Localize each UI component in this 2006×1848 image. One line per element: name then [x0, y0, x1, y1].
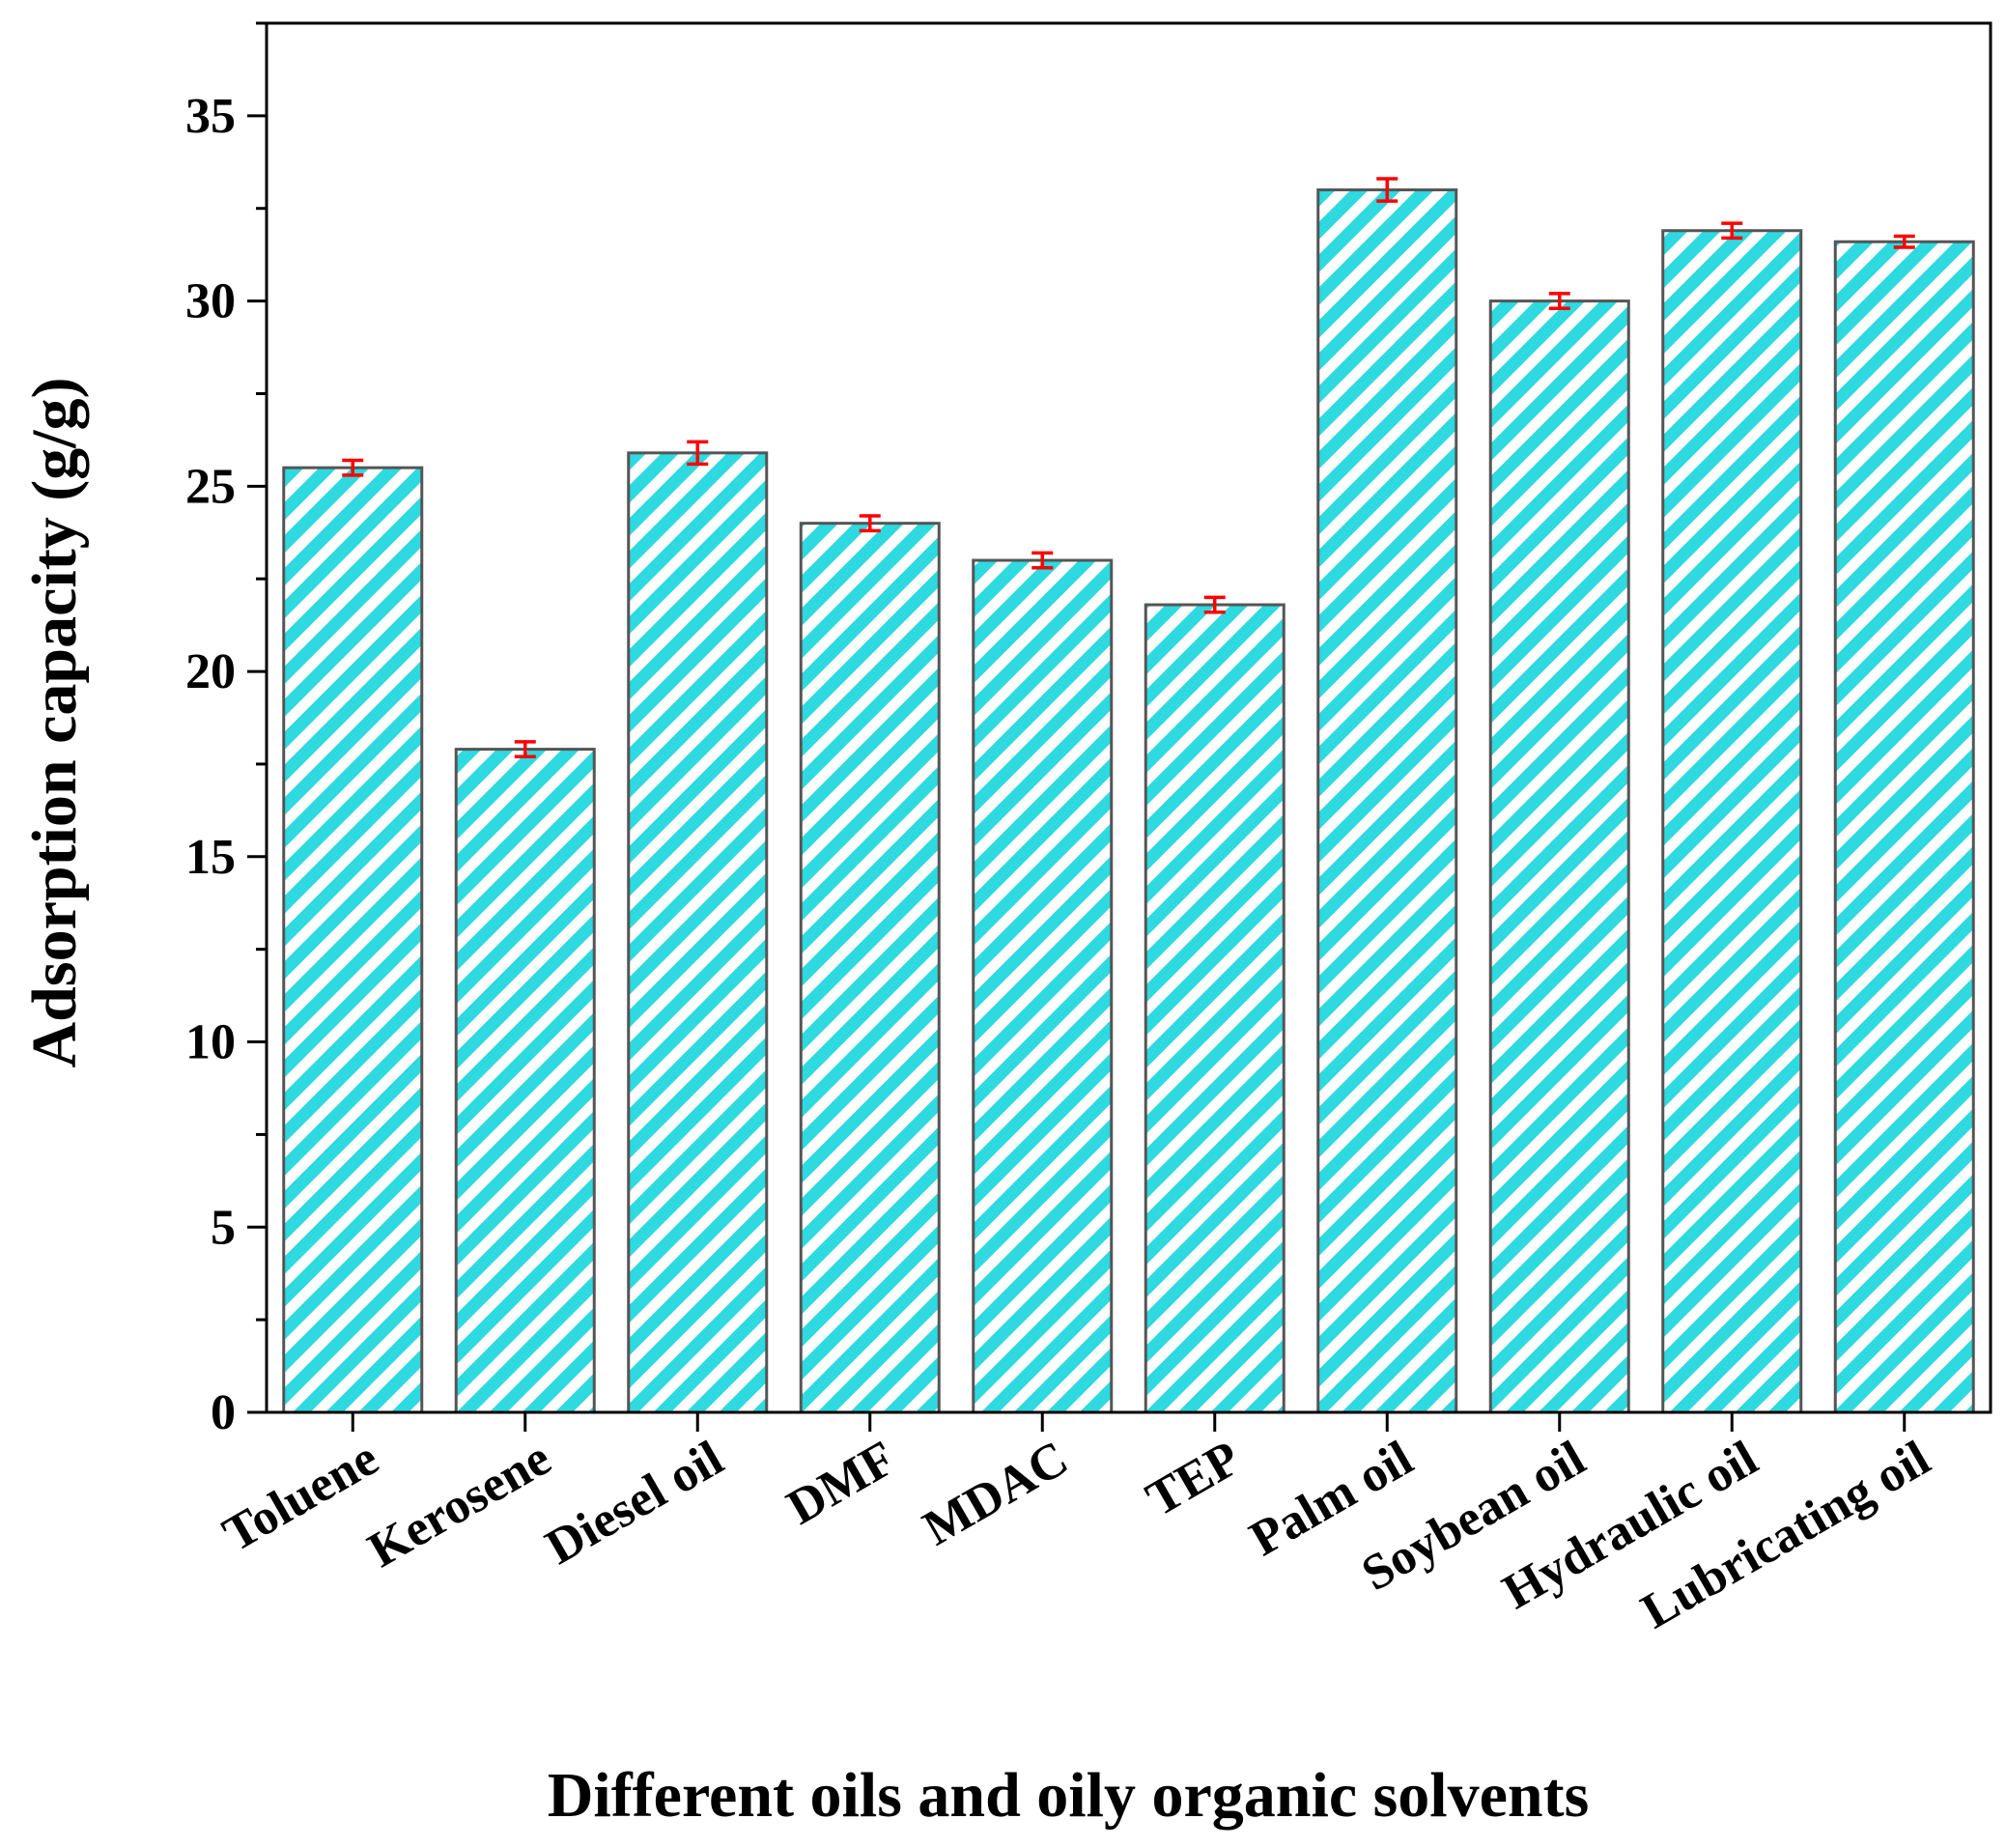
x-tick-label: Diesel oil: [537, 1431, 732, 1576]
error-bar: [859, 514, 881, 533]
plot-frame: [265, 21, 1992, 1414]
bar-kerosene: [454, 748, 596, 1414]
x-tick-label: MDAC: [915, 1431, 1078, 1556]
bar-toluene: [282, 466, 424, 1414]
error-bar: [514, 740, 536, 759]
y-tick-label: 5: [211, 1200, 236, 1255]
y-tick-label: 0: [211, 1385, 236, 1440]
error-bar: [1893, 234, 1915, 249]
y-tick-label: 30: [185, 274, 236, 329]
bars-layer: [282, 188, 1975, 1414]
bar-mdac: [972, 558, 1114, 1414]
axes: [247, 21, 1992, 1432]
x-tick-label: Toluene: [214, 1431, 387, 1563]
bar-palm-oil: [1316, 188, 1458, 1414]
bar-diesel-oil: [627, 451, 769, 1414]
bar-hydraulic-oil: [1661, 229, 1803, 1414]
error-bar: [1203, 595, 1226, 614]
error-bar: [1548, 292, 1570, 311]
y-tick-label: 15: [185, 830, 236, 885]
y-axis-title: Adsorption capacity (g/g): [19, 378, 90, 1068]
y-tick-label: 35: [185, 89, 236, 144]
bar-lubricating-oil: [1833, 240, 1975, 1414]
x-axis-title: Different oils and oily organic solvents: [548, 1760, 1590, 1831]
error-bars-layer: [342, 177, 1915, 759]
bar-soybean-oil: [1488, 299, 1630, 1414]
error-bar: [1721, 221, 1743, 241]
x-tick-label: TEP: [1138, 1431, 1250, 1527]
error-bar: [342, 458, 364, 477]
x-tick-label: DMF: [778, 1431, 905, 1536]
bar-tep: [1144, 603, 1286, 1414]
y-tick-label: 10: [185, 1015, 236, 1070]
x-tick-label: Kerosene: [359, 1431, 560, 1578]
bar-dmf: [799, 522, 941, 1414]
y-tick-label: 20: [185, 644, 236, 699]
error-bar: [1376, 177, 1399, 203]
y-tick-label: 25: [185, 459, 236, 514]
x-tick-label: Lubricating oil: [1632, 1431, 1939, 1639]
error-bar: [1031, 551, 1054, 570]
error-bar: [687, 440, 709, 467]
